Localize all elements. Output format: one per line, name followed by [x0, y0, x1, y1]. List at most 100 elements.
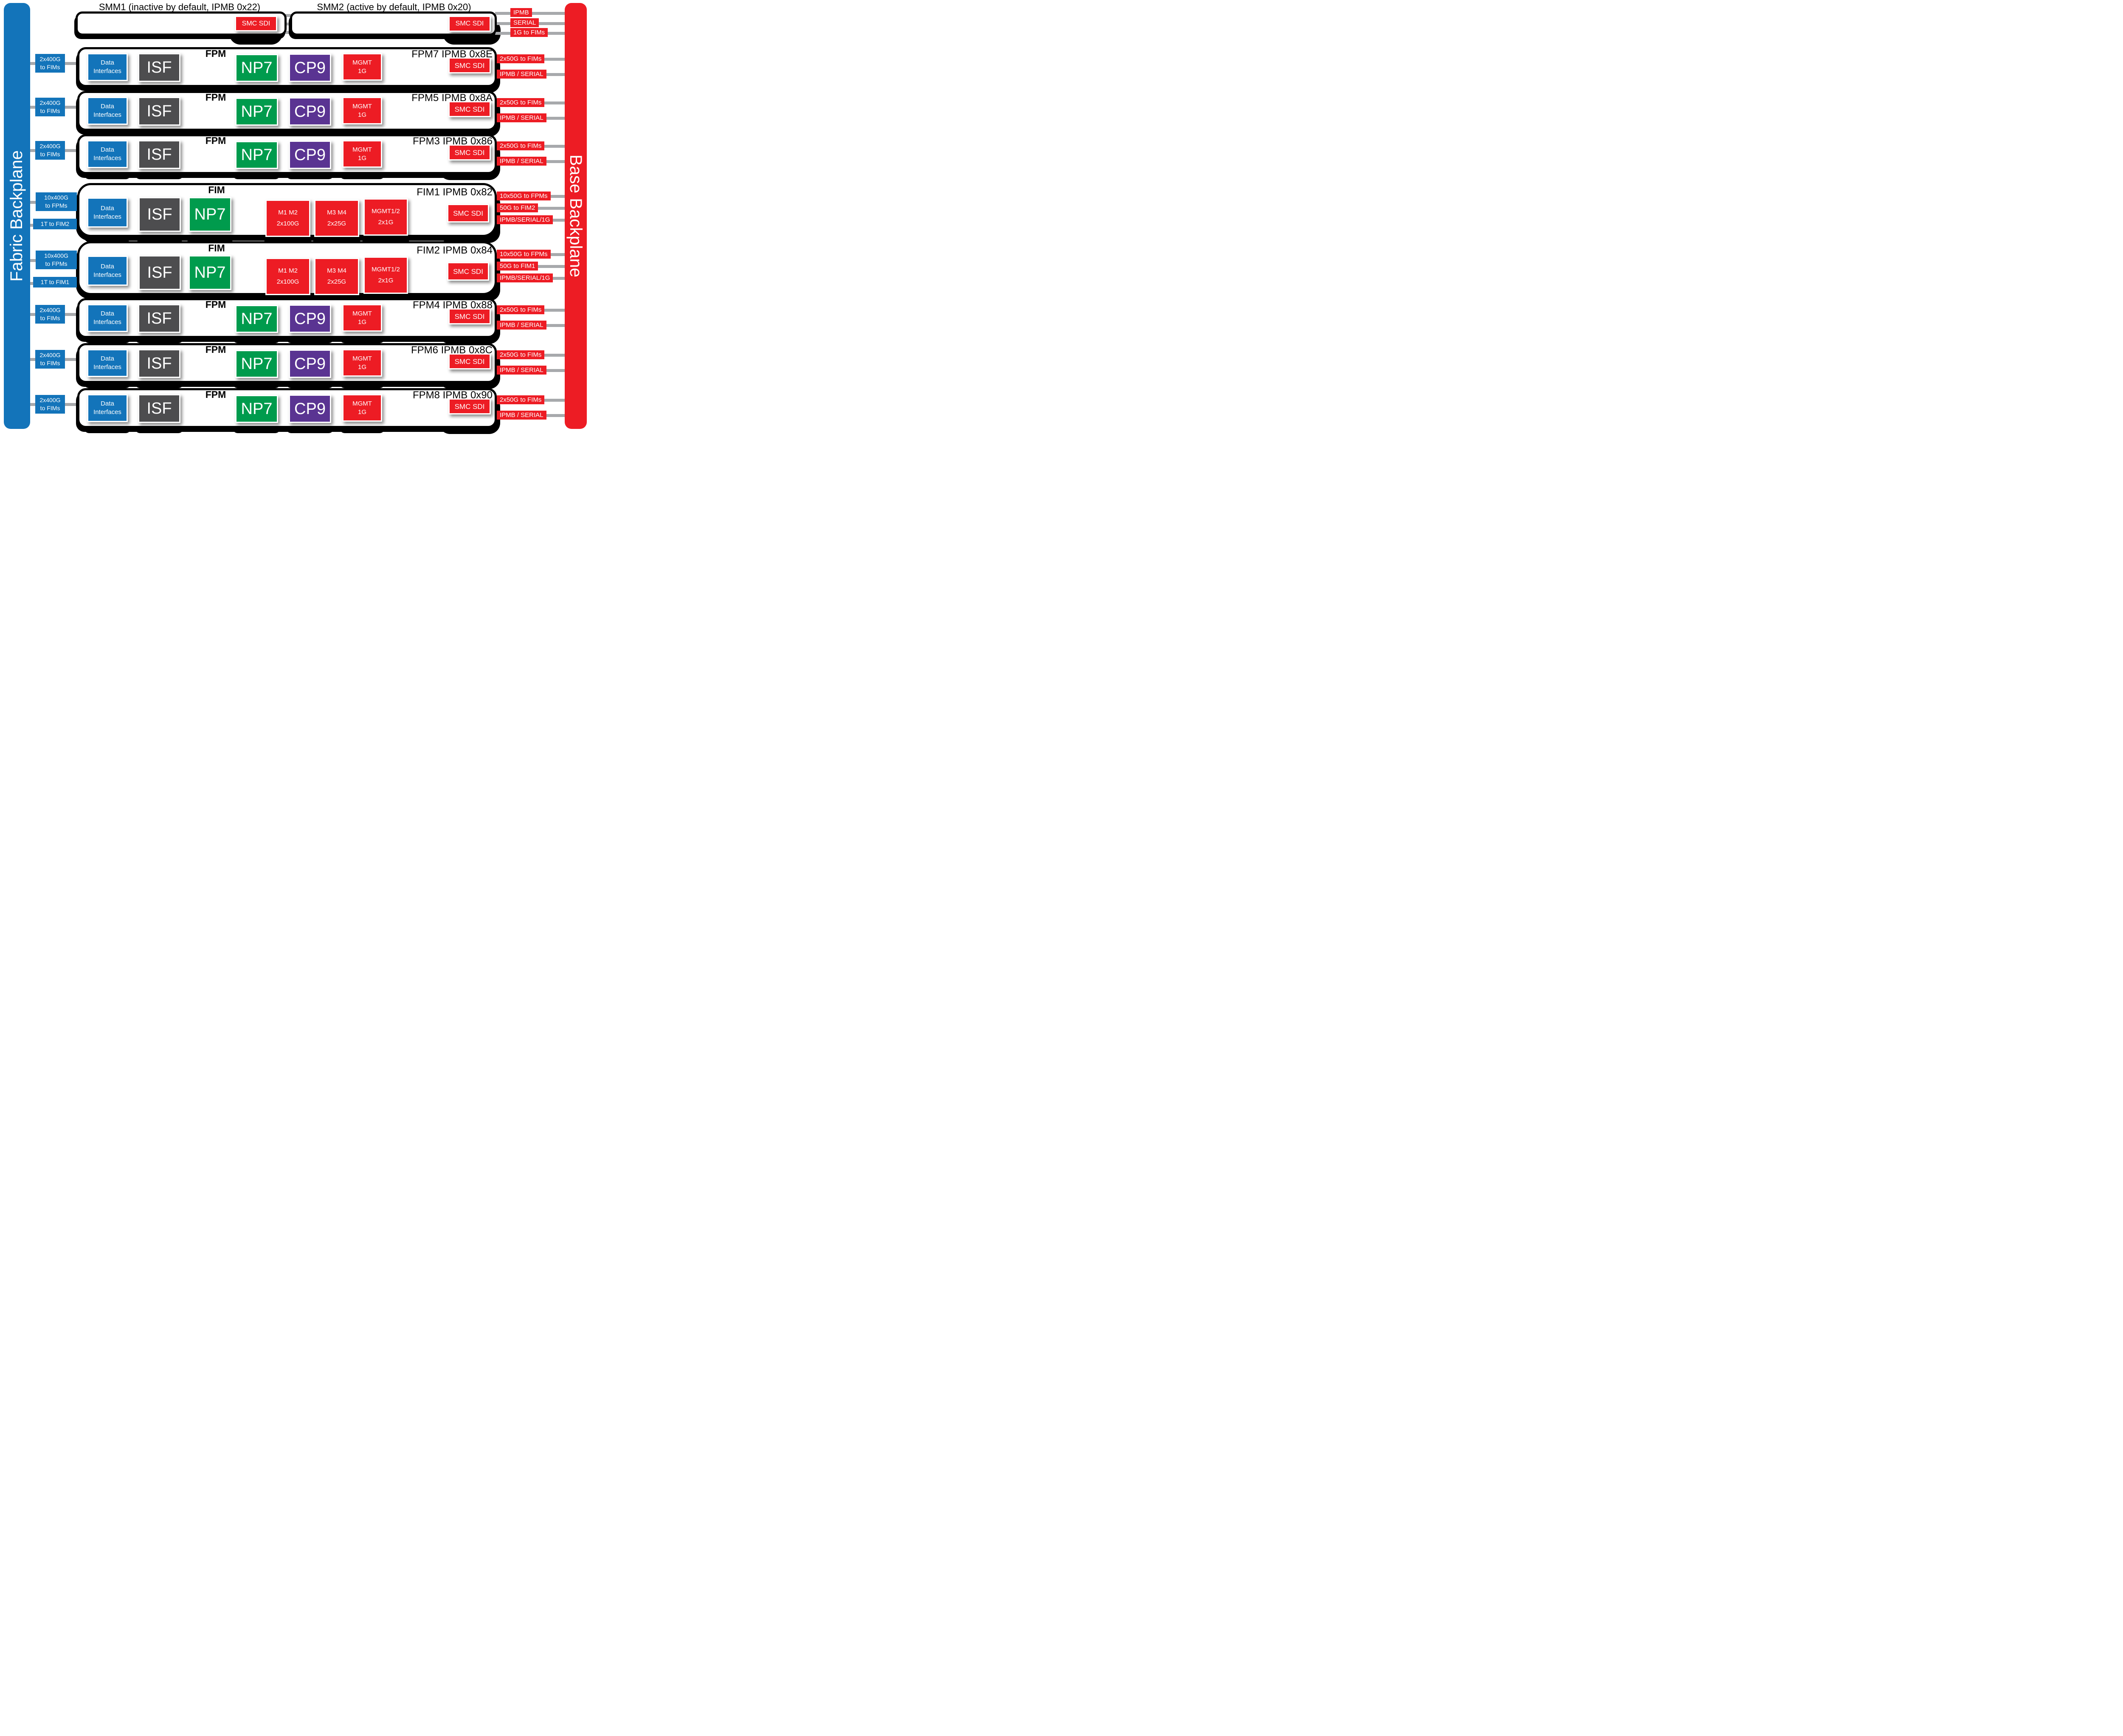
left-port-label-line: 2x400G [39, 143, 61, 149]
chip-label-line: MGMT [352, 102, 372, 110]
left-port-label: 10x400G to FPMs [36, 251, 77, 269]
chip-label-line: 2x100G [276, 220, 299, 227]
chip-label-line: Data [101, 204, 114, 212]
smm2-smc-sdi-chip: SMC SDI [448, 16, 491, 32]
right-port-label: IPMB / SERIAL [497, 113, 546, 122]
chip-label-line: MGMT [352, 59, 372, 66]
left-port-label-line: 1T to FIM1 [40, 279, 70, 285]
module-kind-label: FPM [205, 344, 226, 355]
base-backplane-label: Base Backplane [566, 154, 586, 278]
mgmt-1g-chip: MGMT 1G [342, 349, 382, 377]
module-kind-label: FPM [205, 135, 226, 146]
right-port-label: 2x50G to FIMs [497, 305, 545, 314]
chip-label-line: M3 M4 [327, 267, 346, 274]
chip-label-line: 1G [358, 318, 366, 326]
chip-label: ISF [147, 264, 172, 282]
chip-label: ISF [146, 102, 172, 120]
chip-label-line: Interfaces [93, 271, 121, 279]
data-interfaces-chip: Data Interfaces [87, 304, 128, 332]
chip-label: NP7 [194, 206, 226, 223]
module-kind-label: FPM [205, 299, 226, 310]
isf-chip: ISF [138, 349, 180, 378]
smm-bus-stub [282, 14, 293, 17]
chip-label-line: MGMT [352, 355, 372, 362]
np7-chip: NP7 [235, 395, 278, 423]
chip-label: NP7 [241, 310, 273, 328]
np7-chip: NP7 [235, 54, 278, 82]
left-port-label: 2x400G to FIMs [35, 141, 65, 160]
right-port-label: IPMB / SERIAL [497, 70, 546, 79]
chip-label-line: 2x1G [378, 219, 394, 226]
left-port-label-line: 2x400G [39, 99, 61, 106]
chip-label: NP7 [241, 355, 273, 373]
chip-label: ISF [146, 355, 172, 372]
mgmt1-2-chip: MGMT1/2 2x1G [363, 256, 408, 294]
smm1-title: SMM1 (inactive by default, IPMB 0x22) [99, 2, 261, 12]
left-port-label-line: to FPMs [45, 202, 68, 209]
left-port-label-line: to FIMs [40, 64, 60, 70]
chip-label: CP9 [294, 146, 326, 164]
chip-label-line: 2x25G [327, 220, 346, 227]
chip-label-line: Interfaces [93, 111, 121, 118]
right-port-label: IPMB/SERIAL/1G [497, 215, 553, 224]
module-title: FIM1 IPMB 0x82 [417, 186, 493, 198]
smc-sdi-chip: SMC SDI [448, 398, 491, 414]
right-port-label: IPMB / SERIAL [497, 157, 546, 166]
chip-label: ISF [146, 146, 172, 163]
module-kind-label: FPM [205, 92, 226, 103]
module-kind-label: FPM [205, 48, 226, 59]
chip-label-line: Interfaces [93, 318, 121, 326]
chip-label-line: Data [101, 59, 114, 66]
smc-sdi-chip: SMC SDI [447, 262, 489, 281]
smm-bus-label-ipmb: IPMB [510, 8, 532, 17]
module-kind-label: FIM [208, 242, 225, 254]
cp9-chip: CP9 [289, 349, 331, 378]
data-interfaces-chip: Data Interfaces [87, 140, 128, 168]
right-port-label: 10x50G to FPMs [497, 250, 551, 259]
right-port-label: 10x50G to FPMs [497, 192, 551, 200]
left-port-label: 2x400G to FIMs [35, 98, 65, 116]
left-port-label-line: to FIMs [40, 151, 60, 158]
right-port-label: 50G to FIM2 [497, 203, 538, 212]
chip-label-line: 1G [358, 154, 366, 162]
data-interfaces-chip: Data Interfaces [87, 97, 128, 125]
chip-label: NP7 [241, 103, 273, 121]
np7-chip: NP7 [235, 350, 278, 378]
chip-label: CP9 [294, 310, 326, 328]
chip-label-line: Data [101, 103, 114, 110]
m1-m2-ports-chip: M1 M2 2x100G [265, 200, 310, 237]
left-port-label-line: to FPMs [45, 260, 68, 267]
right-port-label: IPMB/SERIAL/1G [497, 273, 553, 282]
chip-label-line: MGMT1/2 [372, 208, 400, 215]
smc-sdi-label: SMC SDI [455, 20, 484, 27]
left-port-label-line: to FIMs [40, 107, 60, 114]
chip-label: ISF [146, 310, 172, 327]
cp9-chip: CP9 [289, 141, 331, 169]
isf-chip: ISF [138, 255, 181, 290]
m3-m4-ports-chip: M3 M4 2x25G [314, 200, 359, 237]
isf-chip: ISF [138, 140, 180, 169]
module-kind-label: FPM [205, 389, 226, 400]
chip-label: NP7 [241, 400, 273, 418]
chip-label: SMC SDI [454, 312, 485, 321]
chip-label-line: Interfaces [93, 213, 121, 220]
data-interfaces-chip: Data Interfaces [87, 349, 128, 377]
chip-label-line: 1G [358, 111, 366, 118]
chip-label-line: Data [101, 400, 114, 407]
smc-sdi-chip: SMC SDI [448, 144, 491, 161]
left-port-label: 2x400G to FIMs [35, 54, 65, 73]
chip-label: ISF [146, 400, 172, 417]
chip-label-line: 1G [358, 408, 366, 416]
chip-label: SMC SDI [454, 402, 485, 411]
chip-label-line: 1G [358, 363, 366, 371]
chip-label-line: Interfaces [93, 155, 121, 162]
mgmt1-2-chip: MGMT1/2 2x1G [363, 198, 408, 236]
chip-label: SMC SDI [454, 357, 485, 366]
left-port-label: 2x400G to FIMs [35, 350, 65, 369]
right-port-label: 2x50G to FIMs [497, 54, 545, 63]
data-interfaces-chip: Data Interfaces [87, 53, 128, 81]
chip-label: CP9 [294, 102, 326, 121]
left-port-label: 1T to FIM1 [33, 277, 77, 287]
module-title: FIM2 IPMB 0x84 [417, 245, 493, 256]
smm-bus-label-1g-to-fims: 1G to FIMs [510, 28, 548, 37]
